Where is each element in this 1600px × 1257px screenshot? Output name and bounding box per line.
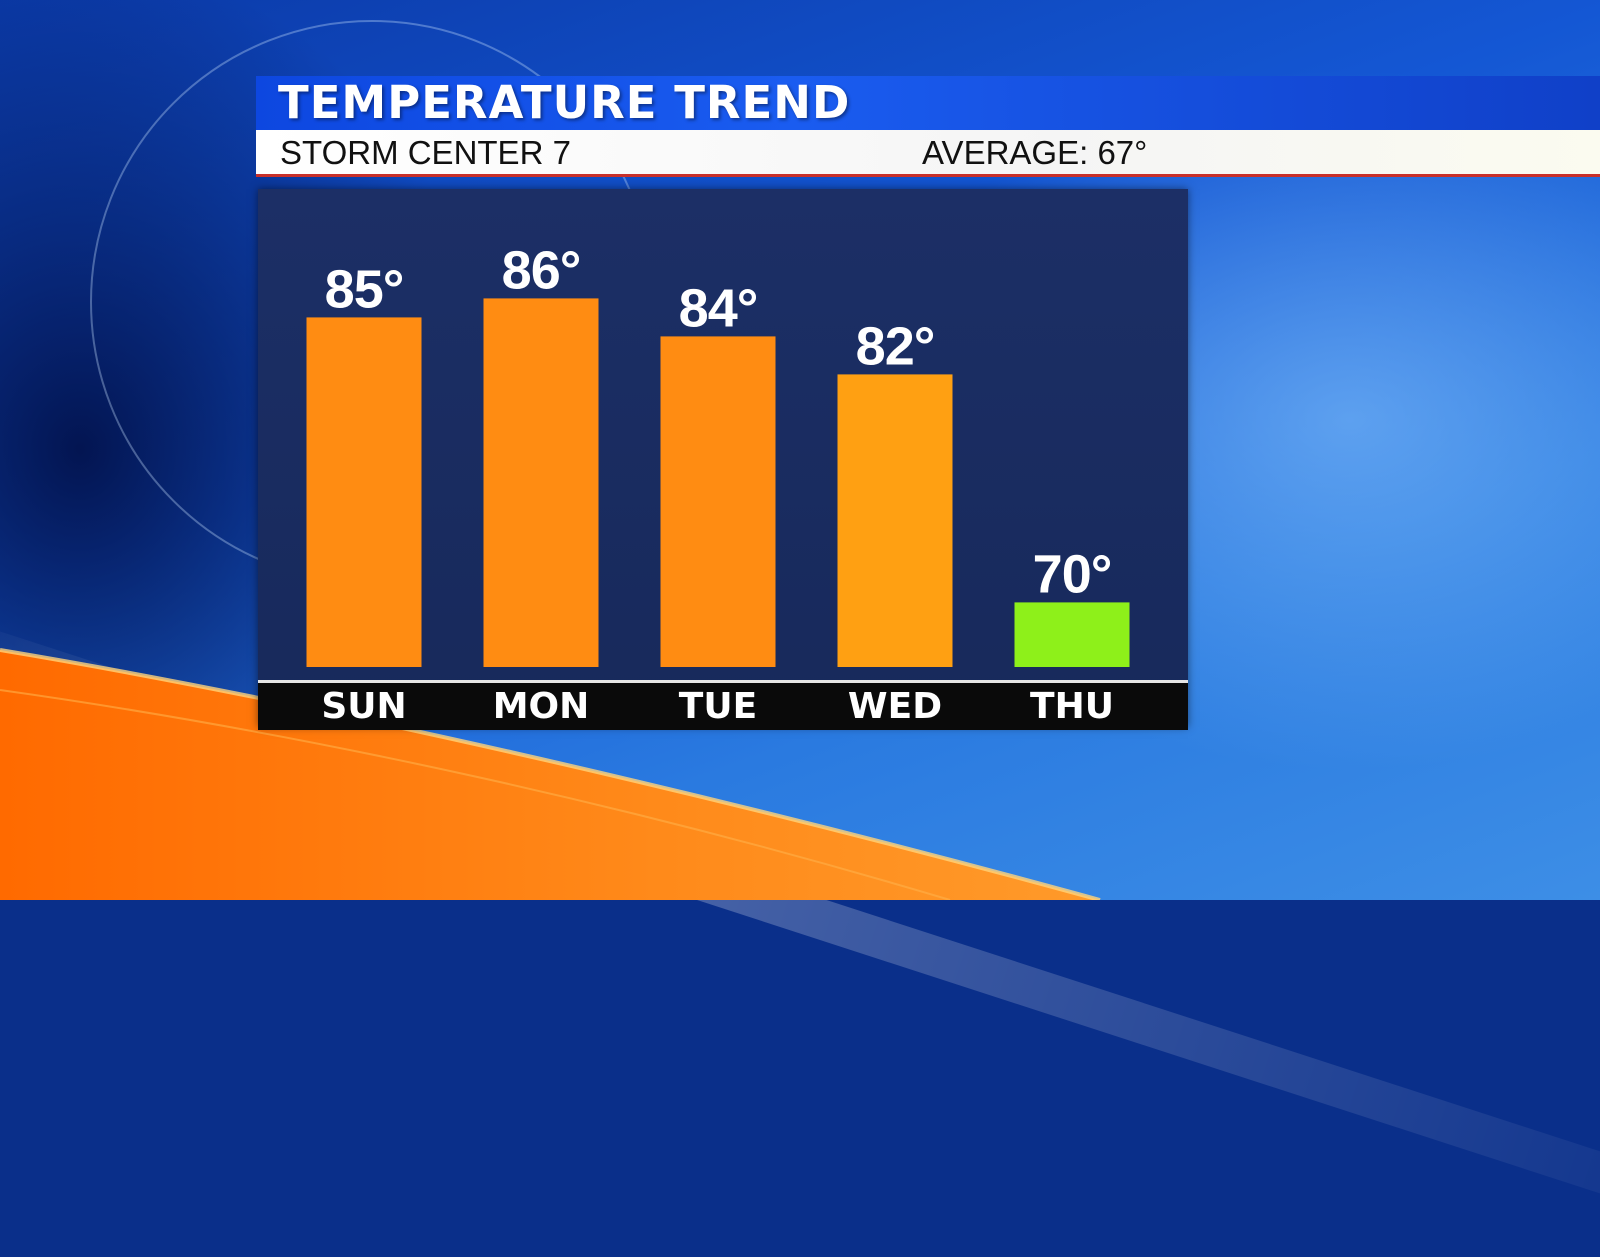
value-label-mon: 86° [502, 240, 581, 300]
title-bar [256, 76, 1600, 130]
bar-thu [1014, 602, 1130, 667]
x-tick-label-sun: SUN [321, 686, 406, 727]
x-axis-strip [258, 680, 1188, 730]
x-tick-label-wed: WED [848, 686, 942, 727]
value-label-wed: 82° [856, 316, 935, 376]
chart-title: TEMPERATURE TREND [278, 76, 851, 129]
average-label: AVERAGE: 67° [922, 134, 1148, 171]
bar-sun [306, 317, 422, 667]
bar-wed [837, 374, 953, 667]
x-tick-label-mon: MON [493, 686, 590, 727]
value-label-tue: 84° [679, 278, 758, 338]
x-tick-label-thu: THU [1030, 686, 1114, 727]
value-label-thu: 70° [1033, 544, 1112, 604]
bar-mon [483, 298, 599, 667]
subtitle-bar [256, 130, 1600, 177]
bar-tue [660, 336, 776, 667]
value-label-sun: 85° [325, 259, 404, 319]
station-label: STORM CENTER 7 [280, 134, 571, 171]
bar-chart: 85° SUN 86° MON 84° TUE 82° WED 70° THU [306, 240, 1130, 727]
x-tick-label-tue: TUE [679, 686, 757, 727]
